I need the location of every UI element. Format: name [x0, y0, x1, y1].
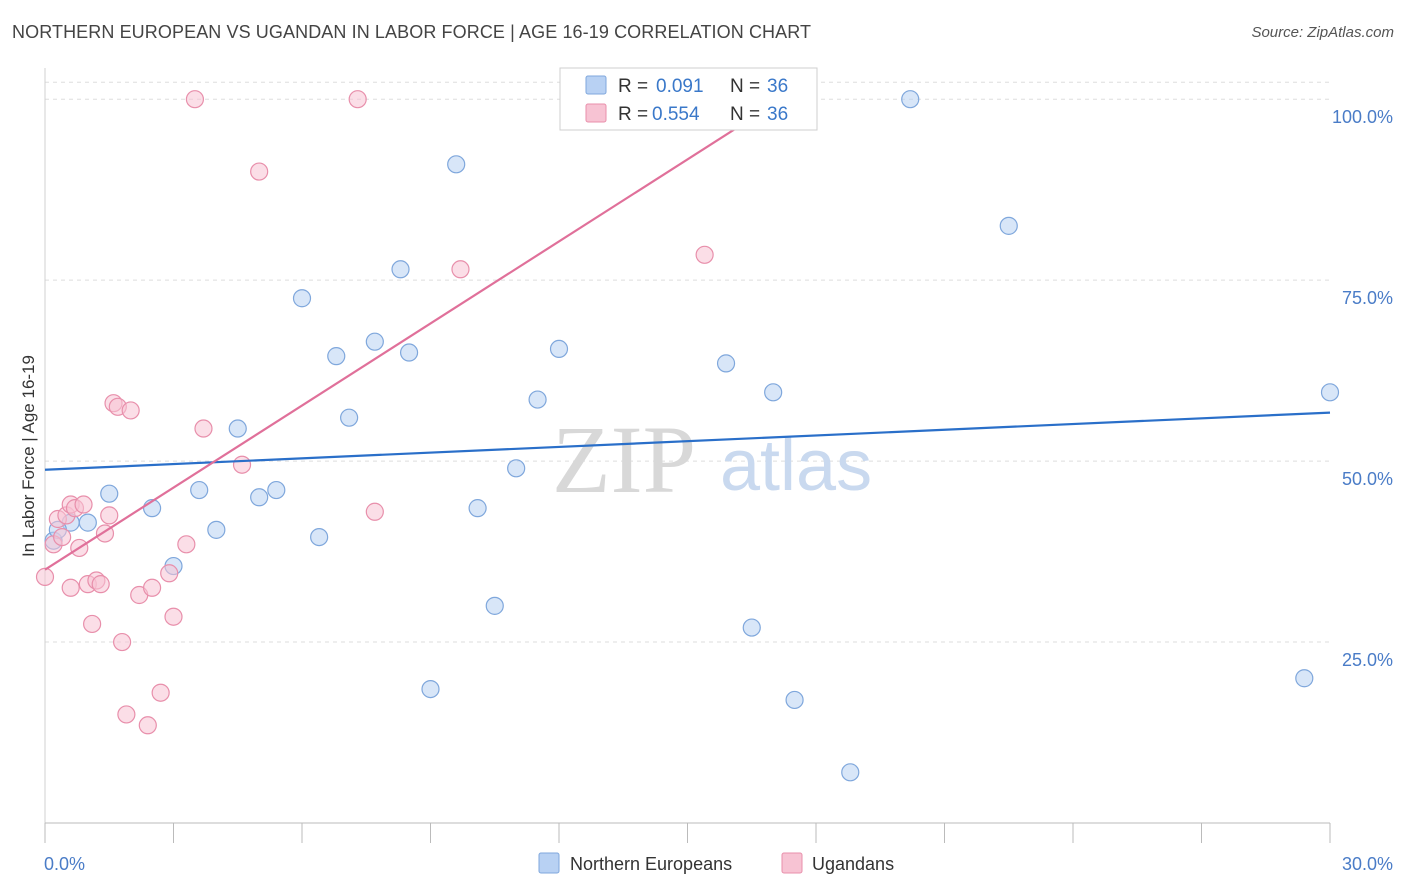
ugandans-point-18 [112, 632, 132, 652]
ugandans-point-23 [142, 578, 162, 597]
ugandans-point-0 [35, 567, 55, 587]
northern-europeans-point-9 [250, 488, 269, 507]
northern-europeans-point-27 [742, 618, 761, 637]
northern-europeans-point-8 [228, 419, 247, 438]
northern-europeans-point-29 [785, 690, 804, 710]
y-tick-label-2: 75.0% [1342, 288, 1393, 308]
northern-europeans-point-10 [267, 480, 286, 500]
ugandans-point-20 [121, 401, 140, 420]
northern-europeans-point-30 [841, 763, 860, 782]
y-axis-title: In Labor Force | Age 16-19 [19, 355, 38, 557]
x-tick-label-0: 0.0% [44, 854, 85, 874]
northern-europeans-point-32 [999, 216, 1018, 235]
northern-europeans-point-15 [365, 332, 384, 351]
ugandans-point-31 [250, 162, 269, 181]
ugandans-point-11 [83, 614, 102, 634]
ugandans-point-3 [53, 527, 72, 547]
trend-line-ugandans [44, 98, 783, 571]
legend-r-value-1: 0.091 [656, 76, 704, 97]
legend-r-label-1: R = [618, 76, 648, 97]
legend-swatch-blue [585, 75, 607, 95]
northern-europeans-point-23 [528, 390, 547, 409]
ugandans-point-25 [160, 564, 179, 583]
northern-europeans-point-28 [764, 383, 783, 402]
legend-swatch-ugandans [781, 852, 803, 874]
ugandans-point-30 [232, 455, 252, 474]
watermark: ZIP atlas [552, 406, 872, 513]
source-label: Source: ZipAtlas.com [1251, 24, 1394, 41]
northern-europeans-point-26 [716, 354, 736, 373]
ugandans-point-22 [138, 716, 157, 735]
series-ugandans-points [35, 90, 714, 735]
northern-europeans-point-34 [1320, 383, 1340, 402]
ugandans-point-8 [61, 578, 80, 597]
northern-europeans-point-16 [391, 260, 410, 279]
legend-r-label-2: R = [618, 104, 648, 125]
northern-europeans-point-33 [1295, 669, 1314, 688]
legend-n-value-1: 36 [767, 76, 788, 97]
legend-r-value-2: 0.554 [652, 104, 700, 125]
northern-europeans-point-6 [190, 480, 209, 500]
ugandans-point-33 [365, 502, 384, 521]
northern-europeans-point-31 [901, 90, 920, 109]
northern-europeans-point-12 [310, 527, 329, 547]
ugandans-point-13 [91, 575, 110, 594]
legend-swatch-northern-europeans [538, 852, 560, 874]
northern-europeans-point-21 [485, 596, 504, 615]
ugandans-point-34 [451, 260, 470, 279]
series-legend: Northern Europeans Ugandans [538, 852, 894, 874]
legend-n-label-1: N = [730, 76, 760, 97]
legend-n-value-2: 36 [767, 104, 788, 125]
northern-europeans-point-18 [421, 679, 440, 699]
legend-swatch-pink [585, 103, 607, 123]
northern-europeans-point-17 [399, 343, 419, 362]
trend-lines [44, 98, 1331, 571]
northern-europeans-point-3 [100, 484, 119, 503]
northern-europeans-point-2 [78, 513, 97, 532]
ugandans-point-29 [194, 419, 213, 438]
legend-label-northern-europeans: Northern Europeans [570, 854, 732, 874]
ugandans-point-35 [695, 245, 714, 264]
northern-europeans-point-22 [507, 459, 526, 478]
ugandans-point-19 [117, 705, 136, 724]
axes [44, 68, 1331, 843]
northern-europeans-point-20 [468, 499, 487, 518]
correlation-legend: R = 0.091 N = 36 R = 0.554 N = 36 [559, 67, 818, 131]
grid-lines [45, 81, 1330, 643]
ugandans-point-28 [185, 90, 205, 109]
ugandans-point-26 [164, 607, 183, 626]
legend-label-ugandans: Ugandans [812, 854, 894, 874]
northern-europeans-point-19 [447, 155, 466, 174]
northern-europeans-point-14 [340, 408, 359, 427]
y-tick-label-1: 50.0% [1342, 469, 1393, 489]
ugandans-point-32 [348, 90, 367, 109]
northern-europeans-point-13 [327, 347, 346, 366]
northern-europeans-point-7 [207, 520, 226, 539]
northern-europeans-point-11 [292, 289, 312, 308]
tick-labels: 25.0% 50.0% 75.0% 100.0% 0.0% 30.0% [44, 107, 1393, 874]
ugandans-point-15 [100, 506, 119, 525]
x-tick-label-1: 30.0% [1342, 854, 1393, 874]
chart-title: NORTHERN EUROPEAN VS UGANDAN IN LABOR FO… [12, 22, 812, 42]
y-tick-label-3: 100.0% [1332, 107, 1393, 127]
legend-n-label-2: N = [730, 104, 760, 125]
ugandans-point-27 [177, 535, 196, 554]
ugandans-point-24 [151, 683, 170, 702]
ugandans-point-9 [74, 495, 93, 514]
northern-europeans-point-24 [549, 339, 569, 359]
trend-line-northern-europeans [44, 411, 1331, 471]
watermark-zip: ZIP [552, 406, 696, 513]
y-tick-label-0: 25.0% [1342, 650, 1393, 670]
